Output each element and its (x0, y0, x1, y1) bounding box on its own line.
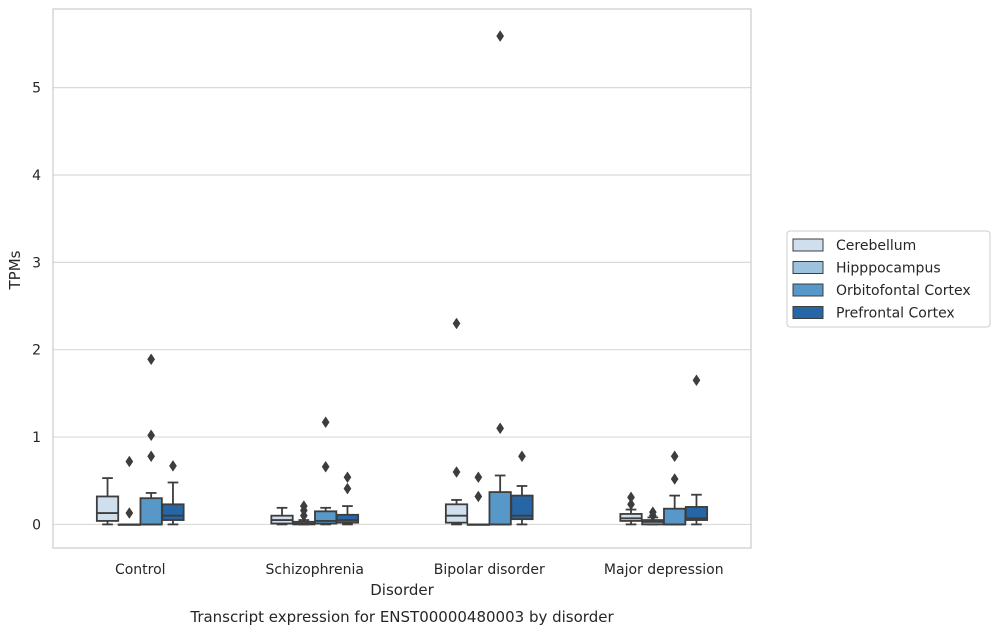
outlier-point (452, 317, 461, 330)
outlier-point (692, 374, 701, 387)
box-prefrontal-cortex (161, 460, 185, 526)
box-body (95, 495, 120, 522)
y-tick-label: 2 (32, 343, 41, 359)
outlier-point (627, 498, 635, 511)
outlier-point (518, 450, 526, 463)
outlier-point (125, 507, 134, 519)
plot-frame (52, 8, 752, 549)
y-tick-label: 5 (32, 81, 41, 97)
outlier-point (648, 506, 657, 519)
x-tick-label: Major depression (604, 562, 724, 578)
legend-swatch (792, 261, 824, 274)
outlier-point (147, 429, 156, 442)
legend-swatch (792, 283, 824, 297)
box-body (488, 491, 512, 526)
box-hipppocampus (466, 471, 490, 526)
outlier-point (321, 416, 330, 429)
box-hipppocampus (641, 506, 665, 526)
y-axis-label: TPMs (6, 250, 24, 290)
x-axis-label: Disorder (370, 581, 434, 599)
outlier-point (169, 460, 177, 472)
outlier-point (670, 473, 679, 485)
outlier-point (147, 353, 156, 366)
x-tick-label: Control (115, 562, 166, 578)
box-orbitofontal-cortex (314, 416, 338, 526)
outlier-point (474, 471, 483, 484)
outlier-point (343, 482, 352, 495)
outlier-point (125, 455, 134, 468)
x-axis: Control Schizophrenia Bipolar disorder Majo… (115, 562, 724, 578)
box-cerebellum (619, 491, 643, 526)
box-prefrontal-cortex (335, 471, 360, 526)
outlier-point (452, 466, 461, 478)
box-prefrontal-cortex (684, 374, 709, 526)
box-orbitofontal-cortex (663, 450, 687, 526)
legend-swatch (792, 238, 824, 252)
box-body (335, 513, 360, 524)
legend-label: Cerebellum (836, 238, 916, 254)
box-orbitofontal-cortex (139, 353, 163, 526)
x-tick-label: Schizophrenia (266, 562, 364, 578)
gridlines (53, 87, 751, 526)
legend: Cerebellum Hipppocampus Orbitofontal Corte… (786, 230, 991, 328)
outlier-point (496, 30, 505, 42)
box-body (510, 494, 534, 521)
y-tick-label: 4 (32, 168, 41, 184)
box-body (161, 503, 185, 521)
outlier-point (474, 490, 483, 503)
outlier-point (496, 422, 505, 435)
box-hipppocampus (292, 500, 316, 526)
box-body (444, 503, 469, 524)
box-body (684, 506, 709, 521)
box-cerebellum (270, 506, 294, 526)
y-tick-label: 1 (32, 430, 41, 446)
box-prefrontal-cortex (510, 450, 534, 526)
box-cerebellum (95, 477, 120, 526)
y-tick-label: 0 (32, 517, 41, 533)
outlier-point (147, 450, 156, 463)
box-body (663, 507, 687, 526)
box-cerebellum (444, 317, 469, 526)
box-orbitofontal-cortex (488, 30, 512, 526)
outlier-point (321, 460, 330, 473)
legend-label: Hipppocampus (836, 261, 941, 277)
legend-frame (786, 230, 991, 328)
x-tick-label: Bipolar disorder (434, 562, 545, 578)
legend-label: Orbitofontal Cortex (836, 283, 971, 299)
outlier-point (299, 500, 308, 512)
legend-label: Prefrontal Cortex (836, 306, 955, 322)
y-tick-label: 3 (32, 255, 41, 271)
box-hipppocampus (117, 455, 141, 526)
outlier-point (343, 471, 352, 484)
outlier-point (670, 450, 679, 463)
boxes (95, 30, 709, 526)
y-axis: 0 1 2 3 4 5 (32, 81, 41, 534)
legend-swatch (792, 306, 824, 319)
box-body (139, 497, 163, 526)
outlier-point (627, 491, 635, 504)
chart-title: Transcript expression for ENST0000048000… (189, 608, 614, 626)
